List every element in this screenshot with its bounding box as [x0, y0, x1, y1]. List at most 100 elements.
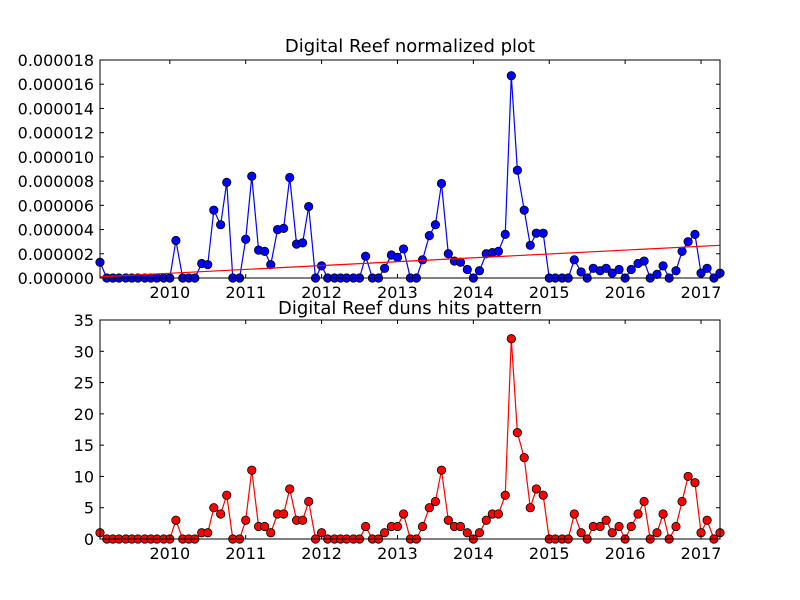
y-tick-label: 5	[84, 499, 94, 518]
x-tick-label: 2014	[453, 544, 494, 563]
x-tick-label: 2013	[377, 283, 418, 302]
data-point	[298, 515, 308, 525]
y-tick-label: 0.000008	[18, 172, 94, 191]
data-point	[671, 266, 681, 276]
y-tick-label: 0.000014	[18, 99, 94, 118]
data-point	[595, 521, 605, 532]
y-tick-label: 0.000018	[18, 51, 94, 70]
x-tick-label: 2015	[529, 544, 570, 563]
y-tick-label: 35	[74, 311, 94, 330]
axes-frame	[99, 59, 721, 279]
data-point	[690, 229, 700, 239]
data-point	[285, 484, 295, 494]
x-tick-label: 2012	[301, 544, 342, 563]
data-point	[392, 521, 403, 532]
y-tick-label: 0.000010	[18, 148, 94, 167]
y-axis: 0 5 10 15 20 25 30 35	[74, 311, 720, 549]
data-point	[506, 334, 516, 344]
data-point	[260, 521, 270, 532]
data-point	[209, 503, 219, 513]
data-point	[430, 220, 441, 230]
data-point	[462, 528, 472, 538]
x-tick-label: 2017	[681, 283, 722, 302]
data-point	[607, 528, 617, 538]
trend-line	[99, 244, 721, 278]
data-point	[398, 244, 409, 254]
x-axis: 2010 2011 2012 2013 2014 2015 2016 2017	[149, 60, 721, 302]
data-point	[298, 238, 308, 248]
data-point	[519, 453, 529, 463]
data-point	[443, 515, 453, 525]
y-tick-label: 0	[84, 530, 94, 549]
data-point	[658, 509, 668, 519]
x-tick-label: 2012	[301, 283, 342, 302]
data-point	[652, 528, 662, 538]
data-point	[247, 465, 257, 475]
data-point	[443, 249, 453, 259]
x-tick-label: 2015	[529, 283, 570, 302]
data-point	[569, 255, 579, 265]
data-point	[569, 509, 579, 519]
data-point	[285, 172, 295, 183]
data-point	[424, 503, 434, 513]
data-point	[677, 496, 687, 507]
data-point	[361, 251, 371, 261]
data-point	[614, 264, 624, 275]
y-tick-label: 25	[74, 374, 94, 393]
data-point	[538, 228, 548, 238]
chart-title: Digital Reef normalized plot	[285, 36, 535, 57]
data-point	[525, 503, 535, 513]
data-point	[474, 528, 485, 538]
data-point	[203, 260, 213, 270]
y-tick-label: 30	[74, 342, 94, 361]
x-tick-label: 2017	[681, 544, 722, 563]
chart-title: Digital Reef duns hits pattern	[278, 298, 542, 319]
y-tick-label: 20	[74, 405, 94, 424]
data-point	[639, 496, 649, 507]
data-point	[512, 165, 522, 175]
data-marks	[95, 334, 725, 544]
data-point	[203, 528, 213, 538]
data-point	[462, 264, 472, 275]
axes-frame	[99, 319, 721, 540]
x-tick-label: 2011	[225, 544, 266, 563]
data-point	[576, 267, 586, 277]
data-point	[379, 528, 390, 538]
y-tick-label: 0.000012	[18, 124, 94, 143]
data-point	[216, 509, 226, 519]
data-point	[398, 509, 409, 519]
chart-normalized-plot: Digital Reef normalized plot 2010 2011 201…	[18, 36, 725, 302]
data-point	[266, 528, 276, 538]
data-point	[702, 263, 712, 273]
data-point	[436, 178, 447, 189]
x-tick-label: 2010	[149, 283, 190, 302]
y-tick-label: 0.000000	[18, 269, 94, 288]
x-tick-label: 2011	[225, 283, 266, 302]
data-point	[702, 515, 712, 525]
data-point	[247, 171, 257, 181]
data-point	[525, 240, 535, 250]
data-point	[392, 252, 403, 263]
data-point	[677, 246, 687, 256]
y-tick-label: 0.000006	[18, 196, 94, 215]
data-point	[279, 223, 289, 233]
data-point	[633, 509, 643, 519]
data-point	[493, 246, 504, 256]
data-point	[241, 515, 251, 525]
data-point	[690, 478, 700, 488]
data-point	[361, 521, 371, 532]
data-point	[481, 515, 491, 525]
data-point	[430, 496, 441, 507]
data-point	[266, 260, 276, 270]
data-point	[209, 205, 219, 215]
data-point	[519, 205, 529, 215]
data-point	[436, 465, 447, 475]
y-axis: 0.000000 0.000002 0.000004 0.000006 0.000008…	[18, 51, 720, 288]
x-tick-label: 2014	[453, 283, 494, 302]
data-point	[304, 201, 314, 212]
data-point	[279, 509, 289, 519]
data-point	[379, 263, 390, 273]
x-tick-label: 2013	[377, 544, 418, 563]
data-point	[216, 220, 226, 230]
